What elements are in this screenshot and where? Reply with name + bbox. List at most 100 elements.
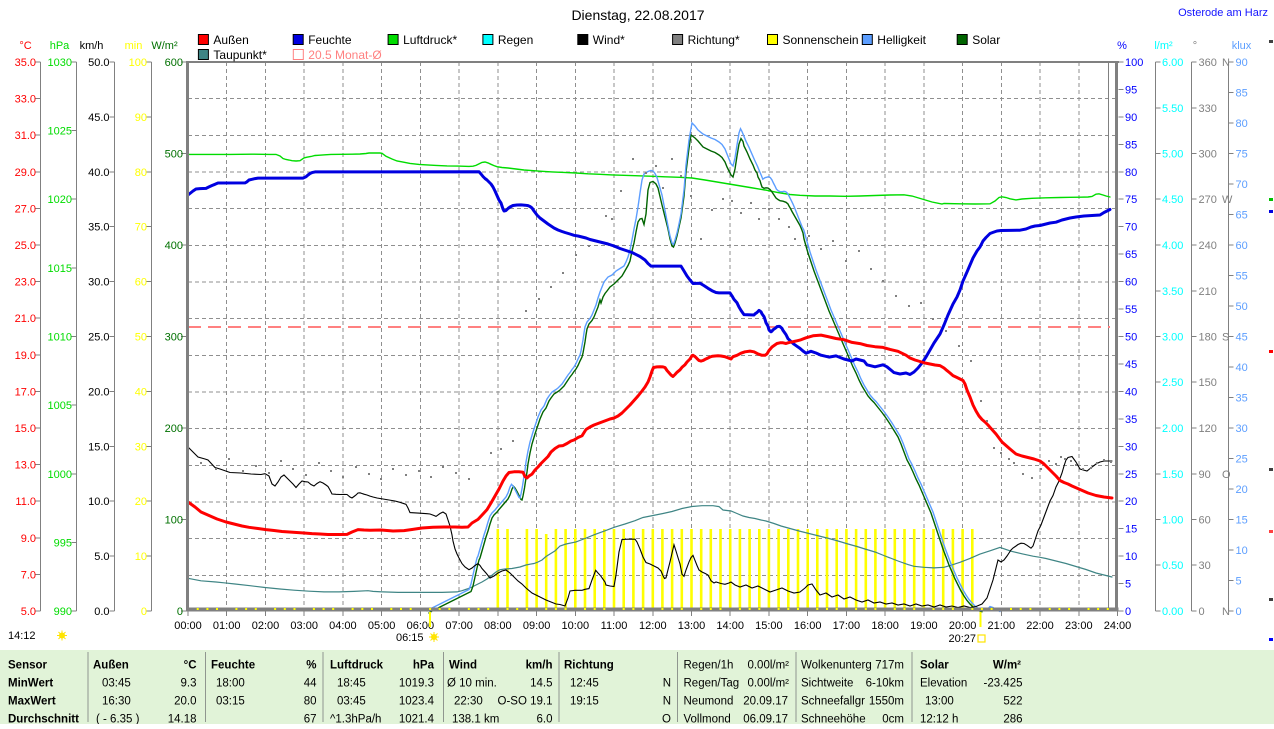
svg-text:5.0: 5.0 — [21, 606, 36, 618]
svg-text:0: 0 — [177, 606, 183, 618]
svg-text:500: 500 — [165, 149, 183, 161]
svg-text:03:45: 03:45 — [337, 696, 366, 708]
svg-text:W/m²: W/m² — [151, 40, 178, 52]
svg-text:15: 15 — [1236, 515, 1248, 527]
svg-text:2.50: 2.50 — [1162, 377, 1183, 389]
svg-text:270: 270 — [1199, 194, 1217, 206]
svg-text:286: 286 — [1003, 714, 1022, 725]
svg-text:O: O — [662, 714, 671, 725]
svg-text:MinWert: MinWert — [8, 678, 53, 690]
svg-text:Außen: Außen — [93, 660, 129, 672]
svg-text:18:00: 18:00 — [871, 620, 899, 632]
svg-text:2.00: 2.00 — [1162, 423, 1183, 435]
svg-text:40.0: 40.0 — [88, 167, 109, 179]
svg-text:60: 60 — [1125, 277, 1137, 289]
svg-text:35.0: 35.0 — [88, 222, 109, 234]
svg-text:hPa: hPa — [413, 660, 435, 672]
svg-text:17.0: 17.0 — [15, 386, 36, 398]
svg-text:Wind*: Wind* — [593, 33, 625, 47]
svg-text:17:00: 17:00 — [833, 620, 861, 632]
svg-text:1030: 1030 — [48, 57, 72, 69]
svg-text:Osterode am Harz: Osterode am Harz — [1178, 7, 1268, 19]
svg-text:25: 25 — [1236, 454, 1248, 466]
svg-text:20:00: 20:00 — [949, 620, 977, 632]
svg-text:90: 90 — [1199, 469, 1211, 481]
svg-text:35.0: 35.0 — [15, 57, 36, 69]
svg-text:10: 10 — [1125, 551, 1137, 563]
svg-text:45: 45 — [1236, 332, 1248, 344]
svg-text:45.0: 45.0 — [88, 112, 109, 124]
svg-text:25: 25 — [1125, 469, 1137, 481]
svg-text:30.0: 30.0 — [88, 277, 109, 289]
svg-text:Regen/Tag: Regen/Tag — [684, 678, 740, 690]
svg-text:330: 330 — [1199, 103, 1217, 115]
svg-text:90: 90 — [1236, 57, 1248, 69]
svg-text:min: min — [125, 40, 143, 52]
svg-text:N: N — [1222, 57, 1230, 69]
svg-text:21:00: 21:00 — [988, 620, 1016, 632]
svg-text:70: 70 — [1236, 179, 1248, 191]
svg-text:180: 180 — [1199, 332, 1217, 344]
svg-text:O-SO 19.1: O-SO 19.1 — [498, 696, 553, 708]
svg-text:300: 300 — [1199, 149, 1217, 161]
svg-text:67: 67 — [304, 714, 317, 725]
svg-text:25.0: 25.0 — [15, 240, 36, 252]
svg-text:08:00: 08:00 — [484, 620, 512, 632]
svg-text:360: 360 — [1199, 57, 1217, 69]
svg-text:03:00: 03:00 — [290, 620, 318, 632]
svg-text:06:00: 06:00 — [407, 620, 435, 632]
svg-text:15:00: 15:00 — [755, 620, 783, 632]
svg-text:10: 10 — [135, 551, 147, 563]
svg-text:hPa: hPa — [50, 40, 70, 52]
svg-text:7.0: 7.0 — [21, 569, 36, 581]
svg-text:Luftdruck: Luftdruck — [330, 660, 384, 672]
svg-text:1.00: 1.00 — [1162, 515, 1183, 527]
svg-text:Schneehöhe: Schneehöhe — [801, 714, 866, 725]
svg-text:( - 6.35 ): ( - 6.35 ) — [96, 714, 140, 725]
svg-text:Solar: Solar — [972, 33, 1000, 47]
svg-text:40: 40 — [1236, 362, 1248, 374]
svg-text:14:12: 14:12 — [8, 630, 36, 642]
svg-text:0.0: 0.0 — [94, 606, 109, 618]
svg-text:80: 80 — [135, 167, 147, 179]
svg-text:30: 30 — [1199, 560, 1211, 572]
svg-text:5: 5 — [1236, 576, 1242, 588]
svg-text:138.1 km: 138.1 km — [452, 714, 499, 725]
svg-text:Solar: Solar — [920, 660, 949, 672]
svg-text:1023.4: 1023.4 — [399, 696, 435, 708]
svg-text:5: 5 — [1125, 579, 1131, 591]
svg-text:60: 60 — [135, 277, 147, 289]
svg-text:0: 0 — [141, 606, 147, 618]
svg-text:0: 0 — [1199, 606, 1205, 618]
svg-text:06:15: 06:15 — [396, 632, 424, 644]
svg-text:4.00: 4.00 — [1162, 240, 1183, 252]
svg-text:44: 44 — [304, 678, 317, 690]
svg-text:00:00: 00:00 — [174, 620, 202, 632]
svg-text:45: 45 — [1125, 359, 1137, 371]
svg-text:27.0: 27.0 — [15, 203, 36, 215]
svg-text:km/h: km/h — [80, 40, 104, 52]
svg-text:02:00: 02:00 — [252, 620, 280, 632]
svg-text:5.0: 5.0 — [94, 551, 109, 563]
svg-text:14.18: 14.18 — [168, 714, 197, 725]
svg-text:0.00l/m²: 0.00l/m² — [747, 678, 789, 690]
svg-text:50: 50 — [135, 332, 147, 344]
svg-text:20.09.17: 20.09.17 — [743, 696, 788, 708]
svg-text:522: 522 — [1003, 696, 1022, 708]
svg-text:klux: klux — [1232, 40, 1252, 52]
svg-text:Dienstag, 22.08.2017: Dienstag, 22.08.2017 — [571, 7, 704, 23]
svg-text:10: 10 — [1236, 545, 1248, 557]
svg-text:29.0: 29.0 — [15, 167, 36, 179]
svg-text:80: 80 — [1125, 167, 1137, 179]
svg-text:85: 85 — [1236, 88, 1248, 100]
svg-text:65: 65 — [1125, 249, 1137, 261]
svg-text:0: 0 — [1125, 606, 1131, 618]
svg-text:Sichtweite: Sichtweite — [801, 678, 853, 690]
svg-text:95: 95 — [1125, 85, 1137, 97]
svg-text:km/h: km/h — [526, 660, 553, 672]
svg-text:75: 75 — [1125, 194, 1137, 206]
svg-text:100: 100 — [129, 57, 147, 69]
svg-text:04:00: 04:00 — [329, 620, 357, 632]
svg-text:9.0: 9.0 — [21, 533, 36, 545]
svg-text:%: % — [1117, 40, 1127, 52]
